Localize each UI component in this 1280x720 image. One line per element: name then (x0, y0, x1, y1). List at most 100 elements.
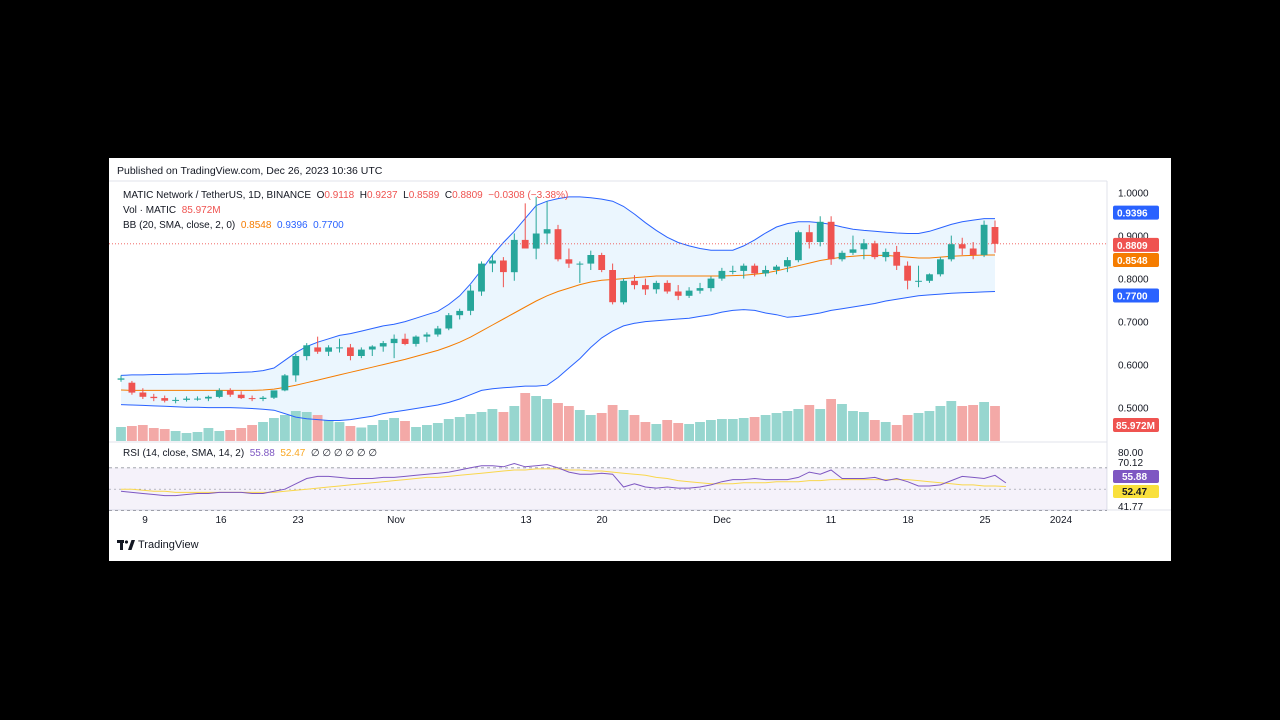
legend-volume-row[interactable]: Vol · MATIC 85.972M (123, 203, 568, 218)
price-tick-label: 0.5000 (1118, 404, 1149, 415)
candle (314, 347, 322, 352)
volume-bar (673, 423, 684, 441)
candle (270, 390, 278, 398)
candle (958, 244, 966, 249)
volume-bar (148, 428, 159, 441)
volume-bar (553, 403, 563, 441)
volume-bar (181, 433, 192, 441)
candle (926, 274, 933, 281)
rsi-ma-tag: 52.47 (1122, 487, 1147, 498)
volume-bar (651, 424, 662, 441)
volume-bar (848, 411, 858, 441)
candle (642, 285, 649, 290)
chart-canvas[interactable]: 1.0000 0.9000 0.8000 0.7000 0.6000 0.5000 0.93… (109, 158, 1171, 561)
tradingview-logo[interactable]: TradingView (117, 539, 199, 551)
candle (226, 390, 234, 395)
volume-bar (520, 393, 531, 441)
volume-bar (116, 427, 126, 441)
published-caption: Published on TradingView.com, Dec 26, 20… (117, 165, 383, 177)
candle (532, 233, 540, 249)
candle (718, 270, 726, 279)
candle (773, 266, 780, 270)
candle (740, 265, 748, 271)
rsi-tick-label: 41.77 (1118, 502, 1143, 513)
volume-bar (869, 420, 880, 441)
legend-symbol-row[interactable]: MATIC Network / TetherUS, 1D, BINANCE O0… (123, 188, 568, 203)
volume-bar (880, 422, 891, 441)
low-value: 0.8589 (408, 190, 440, 201)
volume-bar (782, 411, 793, 441)
time-tick-label: 18 (902, 515, 914, 526)
bb-fill (121, 196, 995, 421)
volume-bar (312, 415, 323, 441)
volume-bar (826, 399, 836, 441)
volume-bar (771, 413, 782, 441)
volume-bar (717, 419, 727, 441)
volume-bar (389, 418, 399, 441)
volume-bar (454, 417, 465, 441)
volume-bar (706, 420, 716, 441)
rsi-line (120, 462, 1007, 497)
bb-upper-value: 0.9396 (276, 220, 308, 231)
candle (784, 260, 791, 267)
candle (379, 343, 387, 347)
candle (347, 347, 354, 356)
candle (543, 229, 551, 234)
candle (576, 263, 584, 265)
candle (991, 227, 999, 244)
volume-bar (159, 429, 170, 441)
candle (139, 392, 147, 397)
candle (674, 291, 682, 296)
volume-bar (990, 406, 1000, 441)
candle (915, 280, 922, 282)
candle (183, 398, 190, 400)
price-tick-label: 1.0000 (1118, 189, 1149, 200)
chart-card: Published on TradingView.com, Dec 26, 20… (109, 158, 1171, 561)
volume-bar (465, 414, 476, 441)
candle (827, 221, 835, 260)
rsi-ma-tag-bg (1113, 485, 1159, 498)
volume-bar (596, 413, 607, 441)
bb-lower-tag: 0.7700 (1117, 292, 1148, 303)
volume-bar (334, 422, 345, 441)
candle (237, 394, 245, 399)
volume-bar (804, 405, 815, 441)
volume-bar (509, 406, 520, 441)
high-label: H (359, 190, 367, 201)
candle (882, 251, 890, 258)
candle (303, 345, 311, 357)
volume-bar (367, 425, 378, 441)
legend-bb-row[interactable]: BB (20, SMA, close, 2, 0) 0.8548 0.9396 … (123, 218, 568, 233)
rsi-tag-bg (1113, 470, 1159, 483)
candle (489, 260, 496, 264)
volume-bar (564, 406, 574, 441)
volume-bar (280, 415, 290, 441)
time-tick-label: 20 (596, 515, 608, 526)
candle (368, 346, 376, 350)
last-price-tag: 0.8809 (1117, 241, 1148, 252)
bb-lower-tag-bg (1113, 288, 1159, 303)
candle (620, 280, 627, 303)
candle (707, 278, 715, 289)
volume-bar (443, 419, 454, 441)
legend-rsi-row[interactable]: RSI (14, close, SMA, 14, 2) 55.88 52.47 … (123, 448, 377, 459)
volume-bar (574, 410, 585, 441)
volume-bar (422, 425, 432, 441)
candle (947, 244, 955, 260)
volume-bar (378, 420, 389, 441)
change-value: −0.0308 (−3.38%) (488, 190, 569, 201)
volume-bar (498, 412, 509, 441)
volume-bar (137, 425, 148, 441)
bb-upper-line (120, 196, 995, 376)
volume-bar (247, 425, 257, 441)
open-label: O (316, 190, 325, 201)
candle (565, 259, 573, 264)
bb-basis-line (120, 254, 995, 391)
time-tick-label: 23 (292, 515, 304, 526)
tradingview-logo-icon (117, 540, 135, 550)
volume-bar (203, 428, 214, 441)
volume-bar (979, 402, 989, 441)
volume-bar (946, 401, 957, 441)
volume-value: 85.972M (181, 205, 221, 216)
volume-bar (640, 422, 651, 441)
